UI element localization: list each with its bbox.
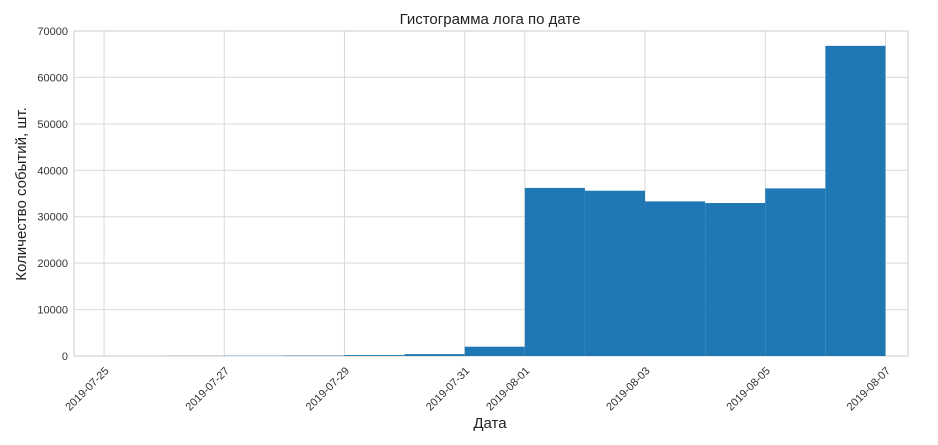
y-axis-ticks: 0 10000 20000 30000 40000 50000 60000 70000 <box>37 26 68 363</box>
histogram-bar <box>344 355 405 356</box>
y-tick-label: 10000 <box>37 305 68 317</box>
y-tick-label: 70000 <box>37 26 68 38</box>
y-tick-label: 40000 <box>37 165 68 177</box>
y-axis-title: Количество событий, шт. <box>13 107 30 280</box>
y-tick-label: 30000 <box>37 212 68 224</box>
histogram-bar <box>825 45 886 356</box>
histogram-bar <box>765 188 826 356</box>
y-tick-label: 50000 <box>37 119 68 131</box>
histogram-bars <box>104 45 886 356</box>
y-tick-label: 20000 <box>37 258 68 270</box>
histogram-bar <box>705 203 766 356</box>
histogram-bar <box>645 201 706 356</box>
chart-title: Гистограмма лога по дате <box>400 11 581 28</box>
y-tick-label: 0 <box>62 351 68 363</box>
histogram-bar <box>524 187 585 356</box>
y-tick-label: 60000 <box>37 72 68 84</box>
histogram-bar <box>404 354 465 356</box>
histogram-bar <box>464 346 525 356</box>
x-axis-title: Дата <box>473 415 507 432</box>
histogram-bar <box>584 190 646 356</box>
